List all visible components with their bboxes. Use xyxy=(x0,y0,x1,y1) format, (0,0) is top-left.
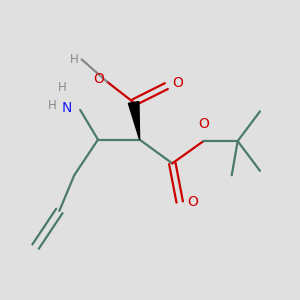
Text: O: O xyxy=(187,195,198,209)
Text: H: H xyxy=(58,81,67,94)
Text: O: O xyxy=(172,76,183,90)
Text: O: O xyxy=(93,72,104,86)
Text: N: N xyxy=(61,101,72,116)
Polygon shape xyxy=(128,102,140,140)
Text: O: O xyxy=(198,117,209,131)
Text: H: H xyxy=(70,53,79,66)
Text: H: H xyxy=(47,99,56,112)
